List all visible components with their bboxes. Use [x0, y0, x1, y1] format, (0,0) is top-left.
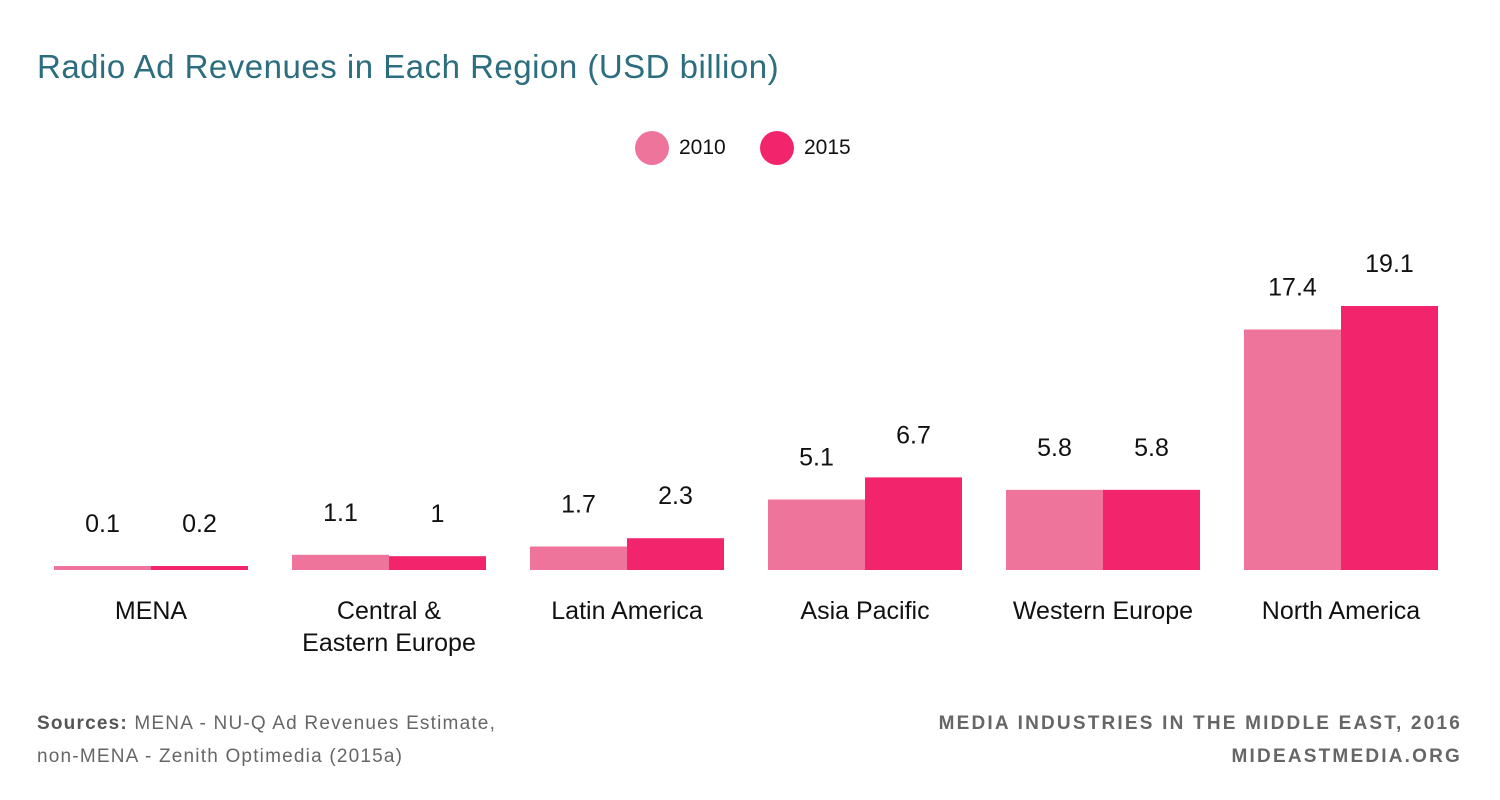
bar-asia-pacific-2010	[768, 499, 865, 570]
legend-item-2015: 2015	[760, 130, 851, 166]
data-label-latin-america-2015: 2.3	[658, 482, 693, 510]
data-label-latin-america-2010: 1.7	[561, 491, 596, 519]
legend-swatch-2010	[635, 131, 669, 165]
sources-line-1: MENA - NU-Q Ad Revenues Estimate,	[127, 713, 497, 734]
bar-latin-america-2015	[627, 538, 724, 570]
bar-central-eastern-europe-2015	[389, 556, 486, 570]
bar-chart: 0.1 0.2 MENA 1.1 1 Central & Eastern Europe 1.7…	[54, 250, 1438, 657]
data-label-asia-pacific-2015: 6.7	[896, 421, 931, 449]
data-label-central-eastern-europe-2015: 1	[431, 500, 445, 528]
publication-credit: MEDIA INDUSTRIES IN THE MIDDLE EAST, 201…	[939, 707, 1462, 773]
bar-western-europe-2010	[1006, 489, 1103, 570]
bar-asia-pacific-2015	[865, 477, 962, 570]
category-label-asia-pacific: Asia Pacific	[800, 597, 929, 625]
data-label-western-europe-2010: 5.8	[1037, 434, 1072, 462]
category-label-mena: MENA	[115, 597, 188, 625]
data-label-mena-2010: 0.1	[85, 510, 120, 538]
publication-title: MEDIA INDUSTRIES IN THE MIDDLE EAST, 201…	[938, 713, 1462, 734]
data-label-central-eastern-europe-2010: 1.1	[323, 499, 358, 527]
sources-note: Sources: MENA - NU-Q Ad Revenues Estimat…	[37, 707, 496, 773]
data-label-western-europe-2015: 5.8	[1134, 434, 1169, 462]
category-label-latin-america: Latin America	[551, 597, 703, 625]
bar-north-america-2010	[1244, 329, 1341, 570]
category-label-central-eastern-europe-line-2: Eastern Europe	[302, 629, 476, 657]
legend-label-2010: 2010	[679, 136, 726, 159]
category-label-central-eastern-europe-line-1: Central &	[337, 597, 442, 625]
chart-legend: 2010 2015	[0, 128, 1500, 168]
chart-title: Radio Ad Revenues in Each Region (USD bi…	[37, 48, 780, 85]
bar-mena-2010	[54, 566, 151, 570]
bar-latin-america-2010	[530, 546, 627, 570]
website-link: MIDEASTMEDIA.ORG	[1231, 746, 1462, 767]
category-label-western-europe: Western Europe	[1013, 597, 1193, 625]
sources-label: Sources:	[37, 713, 128, 734]
bar-mena-2015	[151, 566, 248, 570]
legend-item-2010: 2010	[635, 130, 726, 166]
legend-swatch-2015	[760, 131, 794, 165]
sources-line-2: non-MENA - Zenith Optimedia (2015a)	[37, 746, 404, 767]
bar-north-america-2015	[1341, 306, 1438, 570]
bar-western-europe-2015	[1103, 489, 1200, 570]
category-label-north-america: North America	[1262, 597, 1420, 625]
data-label-mena-2015: 0.2	[182, 510, 217, 538]
data-label-north-america-2015: 19.1	[1365, 250, 1414, 278]
bar-central-eastern-europe-2010	[292, 554, 389, 570]
data-label-asia-pacific-2010: 5.1	[799, 444, 834, 472]
data-label-north-america-2010: 17.4	[1268, 273, 1317, 301]
legend-label-2015: 2015	[804, 136, 851, 159]
